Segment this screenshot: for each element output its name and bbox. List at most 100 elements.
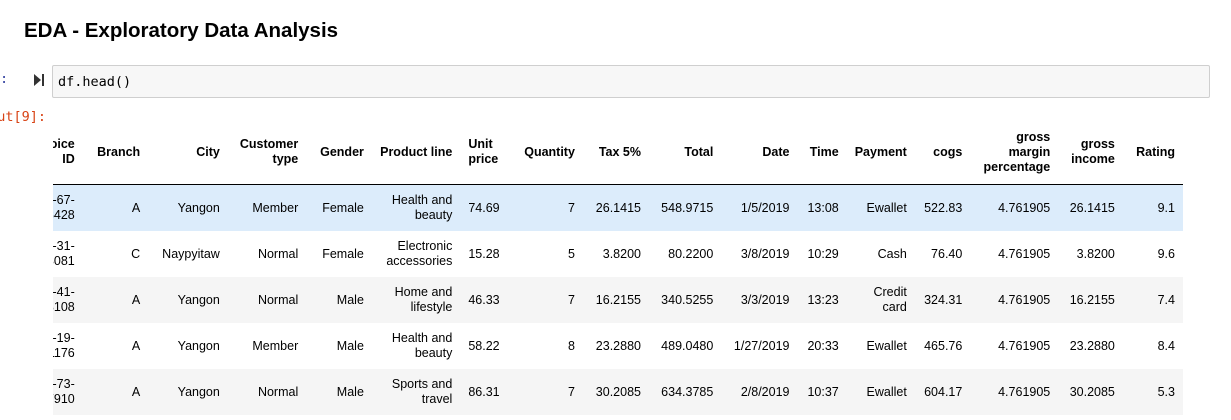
cell-total: 340.5255 (648, 277, 722, 323)
cell-customer-type: Normal (227, 277, 307, 323)
cell-gender: Male (306, 277, 372, 323)
cell-payment: Cash (846, 231, 915, 277)
table-row[interactable]: 123-19-1176 A Yangon Member Male Health … (53, 323, 1183, 369)
cell-total: 489.0480 (648, 323, 722, 369)
table-row[interactable]: 750-67-8428 A Yangon Member Female Healt… (53, 184, 1183, 231)
col-header-city: City (148, 120, 228, 185)
cell-gender: Male (306, 369, 372, 415)
cell-rating: 5.3 (1122, 369, 1183, 415)
cell-gross-margin-percentage: 4.761905 (970, 184, 1059, 231)
cell-gross-income: 3.8200 (1058, 231, 1123, 277)
cell-branch: A (82, 184, 149, 231)
col-header-total: Total (648, 120, 722, 185)
cell-gender: Male (306, 323, 372, 369)
cell-date: 2/8/2019 (721, 369, 798, 415)
cell-cogs: 324.31 (914, 277, 971, 323)
col-header-cogs: cogs (914, 120, 971, 185)
cell-payment: Credit card (846, 277, 915, 323)
cell-total: 80.2200 (648, 231, 722, 277)
cell-payment: Ewallet (846, 369, 915, 415)
cell-rating: 7.4 (1122, 277, 1183, 323)
col-header-tax: Tax 5% (582, 120, 649, 185)
cell-unit-price: 86.31 (460, 369, 510, 415)
cell-unit-price: 15.28 (460, 231, 510, 277)
cell-invoice-id: 226-31-3081 (53, 231, 83, 277)
col-header-unit-price: Unit price (460, 120, 510, 185)
table-row[interactable]: 226-31-3081 C Naypyitaw Normal Female El… (53, 231, 1183, 277)
cell-payment: Ewallet (846, 184, 915, 231)
cell-invoice-id: 373-73-7910 (53, 369, 83, 415)
col-header-gross-income: gross income (1058, 120, 1123, 185)
cell-date: 1/27/2019 (721, 323, 798, 369)
cell-customer-type: Member (227, 184, 307, 231)
cell-date: 1/5/2019 (721, 184, 798, 231)
cell-time: 20:33 (797, 323, 847, 369)
cell-date: 3/3/2019 (721, 277, 798, 323)
cell-quantity: 7 (509, 277, 583, 323)
col-header-product-line: Product line (371, 120, 461, 185)
cell-gross-margin-percentage: 4.761905 (970, 231, 1059, 277)
cell-invoice-id: 631-41-3108 (53, 277, 83, 323)
page-heading: EDA - Exploratory Data Analysis (24, 19, 339, 42)
cell-gender: Female (306, 231, 372, 277)
table-row[interactable]: 631-41-3108 A Yangon Normal Male Home an… (53, 277, 1183, 323)
col-header-quantity: Quantity (509, 120, 583, 185)
col-header-payment: Payment (846, 120, 915, 185)
cell-cogs: 604.17 (914, 369, 971, 415)
cell-cogs: 522.83 (914, 184, 971, 231)
cell-rating: 9.6 (1122, 231, 1183, 277)
cell-time: 13:08 (797, 184, 847, 231)
cell-payment: Ewallet (846, 323, 915, 369)
col-header-invoice-id: Invoice ID (53, 120, 83, 185)
cell-invoice-id: 750-67-8428 (53, 184, 83, 231)
cell-product-line: Health and beauty (371, 184, 461, 231)
cell-product-line: Home and lifestyle (371, 277, 461, 323)
table-row[interactable]: 373-73-7910 A Yangon Normal Male Sports … (53, 369, 1183, 415)
cell-gross-margin-percentage: 4.761905 (970, 323, 1059, 369)
cell-city: Yangon (148, 184, 228, 231)
cell-quantity: 7 (509, 369, 583, 415)
output-prompt: Out[9]: (0, 109, 46, 125)
input-prompt: : (0, 71, 9, 87)
cell-unit-price: 46.33 (460, 277, 510, 323)
header-row: Invoice ID Branch City Customer type Gen… (53, 120, 1183, 185)
cell-product-line: Health and beauty (371, 323, 461, 369)
cell-gross-income: 30.2085 (1058, 369, 1123, 415)
cell-branch: A (82, 277, 149, 323)
cell-gross-margin-percentage: 4.761905 (970, 277, 1059, 323)
cell-customer-type: Member (227, 323, 307, 369)
cell-date: 3/8/2019 (721, 231, 798, 277)
cell-gross-income: 26.1415 (1058, 184, 1123, 231)
cell-city: Yangon (148, 277, 228, 323)
cell-time: 13:23 (797, 277, 847, 323)
cell-unit-price: 74.69 (460, 184, 510, 231)
output-prompt-clip: Out[9]: (0, 105, 46, 127)
col-header-gender: Gender (306, 120, 372, 185)
cell-total: 634.3785 (648, 369, 722, 415)
cell-tax: 3.8200 (582, 231, 649, 277)
cell-total: 548.9715 (648, 184, 722, 231)
dataframe-output: Invoice ID Branch City Customer type Gen… (53, 120, 1213, 420)
cell-quantity: 5 (509, 231, 583, 277)
cell-tax: 16.2155 (582, 277, 649, 323)
cell-invoice-id: 123-19-1176 (53, 323, 83, 369)
col-header-time: Time (797, 120, 847, 185)
dataframe-table: Invoice ID Branch City Customer type Gen… (53, 120, 1183, 415)
code-text[interactable]: df.head() (58, 74, 132, 90)
cell-gender: Female (306, 184, 372, 231)
cell-city: Yangon (148, 369, 228, 415)
cell-customer-type: Normal (227, 369, 307, 415)
cell-gross-income: 16.2155 (1058, 277, 1123, 323)
cell-tax: 23.2880 (582, 323, 649, 369)
code-cell-editor[interactable]: df.head() (52, 65, 1210, 98)
cell-gross-income: 23.2880 (1058, 323, 1123, 369)
cell-city: Naypyitaw (148, 231, 228, 277)
cell-branch: A (82, 323, 149, 369)
cell-cogs: 76.40 (914, 231, 971, 277)
step-run-icon[interactable] (33, 74, 45, 86)
cell-customer-type: Normal (227, 231, 307, 277)
col-header-customer-type: Customer type (227, 120, 307, 185)
cell-quantity: 8 (509, 323, 583, 369)
cell-rating: 9.1 (1122, 184, 1183, 231)
cell-branch: C (82, 231, 149, 277)
